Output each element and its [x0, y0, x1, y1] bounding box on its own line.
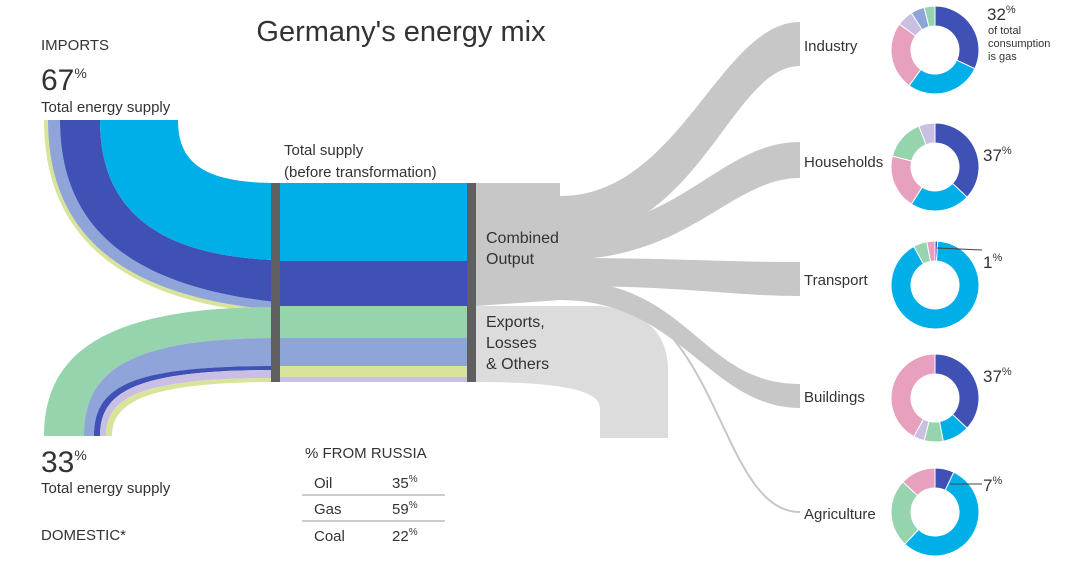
chart-title: Germany's energy mix — [256, 16, 546, 48]
gas-share-households: 37% — [983, 145, 1012, 165]
supply-renewables — [276, 306, 472, 338]
exports-label-line3: & Others — [486, 356, 549, 373]
russia-row-value: 35% — [392, 474, 418, 492]
gas-note-line3: is gas — [988, 51, 1017, 63]
russia-row-value: 22% — [392, 527, 418, 545]
imports-value-number: 67 — [41, 64, 74, 97]
exports-flow — [476, 306, 668, 438]
donut-slice-industry-oil — [908, 59, 976, 95]
imports-value: 67% — [41, 64, 87, 97]
russia-row-fuel: Gas — [314, 501, 342, 518]
donut-slice-agriculture-electricity — [902, 467, 936, 497]
domestic-label: Total energy supply — [41, 480, 171, 497]
supply-gas — [276, 261, 472, 306]
imports-heading: IMPORTS — [41, 37, 109, 54]
total-supply-label-line1: Total supply — [284, 142, 364, 159]
donut-slice-industry-renewables — [923, 5, 936, 28]
output-to-households — [560, 142, 800, 260]
supply-flows — [44, 120, 276, 436]
russia-table-heading: % FROM RUSSIA — [305, 445, 427, 462]
donut-slice-buildings-gas — [934, 353, 980, 429]
output-to-buildings — [560, 280, 800, 408]
sector-donuts — [890, 5, 980, 557]
russia-row-gas: Gas 59% — [314, 500, 418, 518]
output-flows — [476, 22, 801, 513]
gas-pointer-transport — [936, 247, 983, 251]
sector-label-buildings: Buildings — [804, 389, 865, 406]
donut-slice-transport-electricity — [926, 240, 936, 263]
domestic-flow-coal — [84, 338, 276, 436]
output-to-industry — [560, 22, 800, 240]
supply-right-bar — [467, 183, 476, 382]
supply-nuclear — [276, 366, 472, 377]
gas-note-line1: of total — [988, 25, 1021, 37]
supply-other — [276, 377, 472, 382]
gas-share-labels: 32% of total consumption is gas 37% 1% 3… — [936, 4, 1050, 495]
gas-note-line2: consumption — [988, 38, 1050, 50]
russia-table: % FROM RUSSIA Oil 35% Gas 59% Coal 22% — [302, 445, 445, 545]
sector-labels: Industry Households Transport Buildings … — [804, 38, 883, 523]
russia-row-oil: Oil 35% — [314, 474, 418, 492]
imports-flow-gas — [60, 120, 276, 302]
domestic-value-number: 33 — [41, 446, 74, 479]
exports-label-line2: Losses — [486, 335, 537, 352]
russia-row-coal: Coal 22% — [314, 527, 418, 545]
exports-label-line1: Exports, — [486, 314, 545, 331]
donut-slice-buildings-electricity — [890, 353, 936, 438]
total-supply-block — [271, 183, 476, 382]
output-to-transport — [560, 258, 800, 296]
imports-value-unit: % — [74, 65, 86, 81]
domestic-flow-nuclear — [106, 378, 276, 436]
output-block — [476, 183, 560, 306]
domestic-flow-other — [100, 370, 276, 436]
supply-oil — [276, 183, 472, 261]
combined-output-label-line1: Combined — [486, 230, 559, 247]
sector-label-transport: Transport — [804, 272, 868, 289]
gas-share-industry: 32% — [987, 4, 1016, 24]
donut-slice-households-gas — [934, 122, 980, 198]
domestic-flow-gas — [94, 366, 276, 436]
sector-label-households: Households — [804, 154, 883, 171]
domestic-value: 33% — [41, 446, 87, 479]
gas-share-agriculture: 7% — [983, 475, 1002, 495]
russia-row-fuel: Coal — [314, 528, 345, 545]
domestic-heading: DOMESTIC* — [41, 527, 126, 544]
domestic-value-unit: % — [74, 447, 86, 463]
gas-share-transport: 1% — [983, 252, 1002, 272]
supply-coal — [276, 338, 472, 366]
donut-slice-transport-oil — [890, 240, 980, 330]
gas-share-buildings: 37% — [983, 366, 1012, 386]
sector-label-industry: Industry — [804, 38, 858, 55]
total-supply-label-line2: (before transformation) — [284, 164, 437, 181]
output-to-agriculture — [599, 295, 801, 513]
combined-output-label-line2: Output — [486, 251, 535, 268]
donut-slice-agriculture-oil — [904, 471, 980, 557]
domestic-flow-renewables — [44, 307, 276, 436]
imports-label: Total energy supply — [41, 99, 171, 116]
donut-slice-households-other — [918, 122, 936, 146]
russia-row-fuel: Oil — [314, 475, 332, 492]
russia-row-value: 59% — [392, 500, 418, 518]
supply-left-bar — [271, 183, 280, 382]
sector-label-agriculture: Agriculture — [804, 506, 876, 523]
donut-slice-industry-gas — [934, 5, 980, 70]
imports-flow-oil — [100, 120, 276, 260]
